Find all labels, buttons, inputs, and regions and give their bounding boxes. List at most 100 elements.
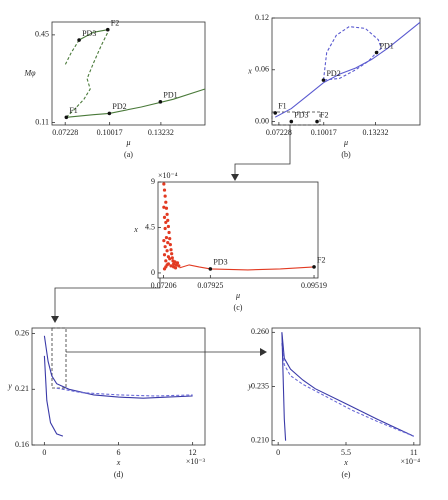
scatter-point	[164, 206, 169, 210]
scatter-point	[163, 194, 167, 198]
y-axis-label: x	[247, 66, 252, 75]
x-tick-label: 0.10017	[97, 128, 123, 137]
point-label: F2	[111, 19, 119, 28]
scatter-point	[163, 245, 167, 249]
series-line	[78, 29, 108, 41]
point-label: PD2	[112, 102, 126, 111]
y-axis-label: y	[247, 381, 252, 390]
y-axis-label: y	[7, 381, 12, 390]
scatter-point	[162, 239, 166, 243]
x-tick-label: 0.09519	[301, 281, 327, 290]
y-exponent: ×10⁻⁴	[158, 171, 178, 180]
connector	[54, 278, 161, 318]
scatter-point	[165, 212, 169, 216]
y-tick-label: 0.11	[35, 117, 49, 126]
series-line	[274, 21, 421, 118]
point-label: PD3	[294, 110, 308, 119]
point-marker	[312, 265, 316, 269]
point-marker	[208, 267, 213, 271]
x-tick-label: 6	[117, 448, 121, 457]
point-label: F1	[69, 106, 77, 115]
series-line	[56, 387, 193, 397]
x-exponent: ×10⁻⁴	[400, 457, 420, 466]
point-marker	[321, 78, 326, 82]
x-tick-label: 5.5	[341, 448, 351, 457]
scatter-point	[173, 260, 177, 264]
point-marker	[289, 119, 294, 124]
y-axis-label: x	[133, 225, 138, 234]
scatter-point	[162, 188, 167, 192]
scatter-point	[164, 200, 168, 204]
series-line	[43, 335, 193, 399]
arrow-head	[231, 174, 239, 181]
panel-label: (e)	[342, 470, 351, 479]
plot-frame	[271, 327, 421, 446]
panel-label: (c)	[234, 303, 243, 312]
point-marker	[158, 100, 163, 104]
point-label: PD3	[82, 29, 96, 38]
connector	[234, 125, 291, 176]
series-line	[43, 355, 64, 437]
x-tick-label: 11	[410, 448, 418, 457]
point-marker	[64, 115, 69, 120]
x-tick-label: 0	[276, 448, 280, 457]
point-label: F2	[317, 256, 325, 265]
series-line	[66, 88, 206, 118]
x-tick-label: 0.10017	[311, 128, 337, 137]
scatter-point	[163, 226, 167, 231]
series-line	[64, 39, 80, 67]
scatter-point	[167, 230, 171, 235]
scatter-point	[173, 266, 178, 270]
y-tick-label: 4.5	[145, 222, 155, 231]
x-axis-label: x	[116, 458, 121, 467]
y-tick-label: 0.26	[15, 328, 29, 337]
y-tick-label: 0.21	[15, 384, 29, 393]
scatter-point	[177, 264, 181, 268]
point-label: PD3	[213, 258, 227, 267]
series-line	[65, 32, 109, 118]
panel-label: (a)	[124, 150, 133, 159]
scatter-point	[168, 236, 172, 241]
panel-label: (b)	[341, 150, 351, 159]
scatter-point	[166, 224, 171, 229]
y-tick-label: 0.210	[251, 435, 269, 444]
y-tick-label: 0.45	[35, 30, 49, 39]
series-line	[281, 332, 415, 437]
y-tick-label: 0.235	[251, 381, 269, 390]
scatter-point	[164, 259, 168, 263]
point-marker	[105, 27, 110, 32]
scatter-point	[170, 256, 174, 260]
point-label: PD1	[380, 41, 394, 50]
point-label: F2	[320, 110, 328, 119]
y-tick-label: 0	[151, 268, 155, 277]
x-tick-label: 0.07228	[52, 128, 78, 137]
scatter-point	[175, 261, 180, 265]
plot-frame	[31, 327, 206, 446]
point-marker	[315, 119, 319, 124]
plot-frame	[271, 17, 421, 126]
x-tick-label: 0	[42, 448, 46, 457]
x-tick-label: 12	[189, 448, 197, 457]
point-label: PD2	[326, 69, 340, 78]
scatter-point	[162, 205, 166, 209]
scatter-point	[170, 252, 174, 256]
scatter-point	[164, 235, 169, 240]
y-tick-label: 0.12	[255, 13, 269, 22]
x-axis-label: μ	[343, 138, 348, 147]
y-tick-label: 0.00	[255, 116, 269, 125]
scatter-point	[169, 264, 173, 268]
scatter-point	[166, 262, 171, 266]
scatter-point	[169, 248, 173, 252]
y-tick-label: 9	[151, 177, 155, 186]
point-marker	[273, 111, 278, 115]
scatter-point	[166, 241, 170, 245]
panel-label: (d)	[114, 470, 124, 479]
series-line	[179, 264, 315, 271]
x-exponent: ×10⁻³	[186, 457, 206, 466]
x-tick-label: 0.07925	[197, 281, 223, 290]
scatter-point	[162, 182, 166, 186]
series-line	[322, 26, 383, 81]
scatter-point	[165, 249, 169, 253]
x-axis-label: μ	[125, 138, 130, 147]
